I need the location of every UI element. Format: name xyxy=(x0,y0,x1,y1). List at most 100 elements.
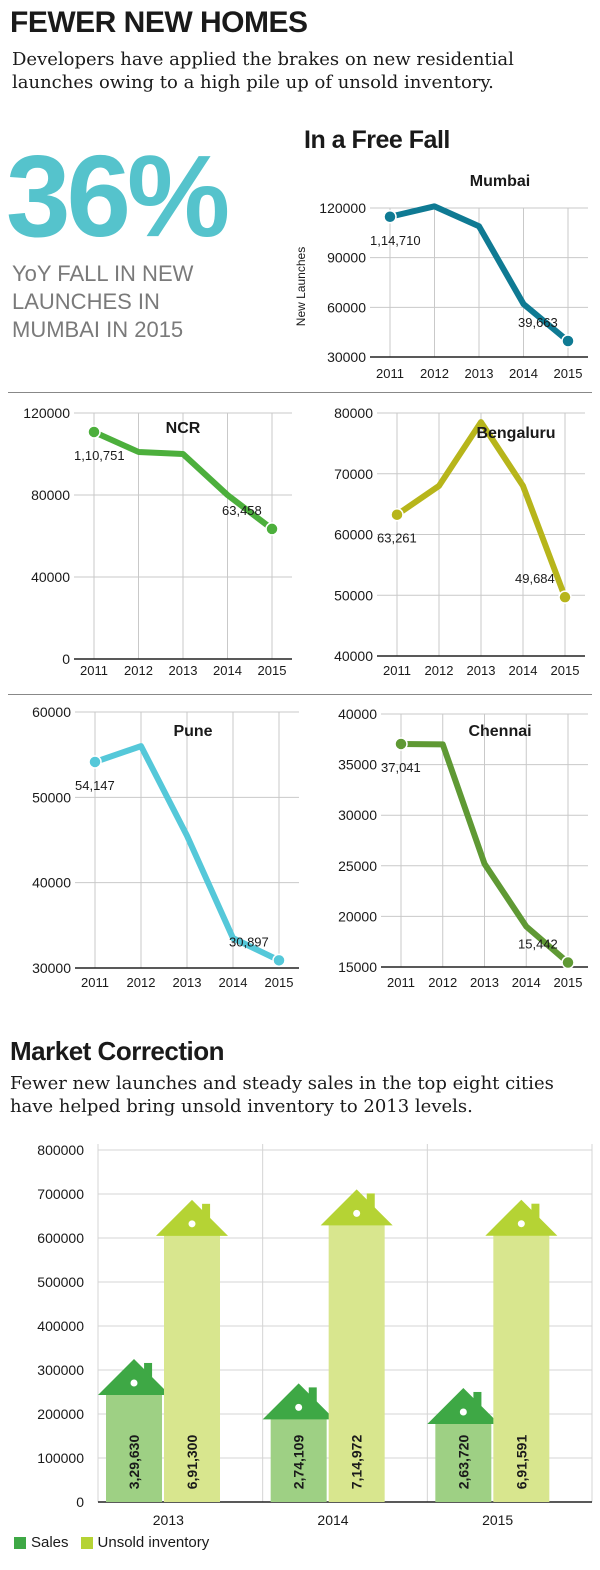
house-window-icon xyxy=(295,1403,303,1411)
y-tick-label: 40000 xyxy=(31,569,70,585)
house-chimney-icon xyxy=(473,1391,482,1410)
legend: Sales Unsold inventory xyxy=(14,1534,221,1551)
data-point-marker xyxy=(394,737,408,751)
house-window-icon xyxy=(188,1220,196,1228)
data-label: 63,261 xyxy=(377,531,417,546)
bar-value-label: 6,91,591 xyxy=(513,1435,529,1490)
house-roof-icon xyxy=(156,1199,228,1236)
headline-dek: Developers have applied the brakes on ne… xyxy=(12,49,514,93)
x-tick-label: 2013 xyxy=(465,366,494,381)
series-line-mumbai xyxy=(387,203,571,345)
data-label: 1,14,710 xyxy=(370,233,421,248)
house-chimney-icon xyxy=(531,1203,540,1222)
chart-title-bengaluru: Bengaluru xyxy=(476,425,555,442)
house-roof-icon xyxy=(320,1189,393,1226)
y-tick-label: 0 xyxy=(62,651,70,667)
y-tick-label: 35000 xyxy=(338,757,377,773)
x-tick-label: 2015 xyxy=(258,663,287,678)
chart-title-pune: Pune xyxy=(173,723,212,740)
legend-swatch-sales xyxy=(14,1536,26,1549)
legend-swatch-unsold xyxy=(80,1536,93,1549)
x-tick-label: 2013 xyxy=(169,663,198,678)
x-tick-label: 2012 xyxy=(428,975,457,990)
y-tick-label: 40000 xyxy=(334,648,373,664)
x-tick-label: 2013 xyxy=(467,663,496,678)
legend-item-unsold: Unsold inventory xyxy=(80,1534,210,1551)
highlight-caption: YoY FALL IN NEW LAUNCHES IN MUMBAI IN 20… xyxy=(12,261,194,342)
x-tick-label: 2011 xyxy=(383,663,411,678)
chart-title-chennai: Chennai xyxy=(468,723,531,740)
x-tick-label: 2014 xyxy=(509,366,538,381)
x-tick-label: 2011 xyxy=(80,663,108,678)
data-label: 39,663 xyxy=(518,315,558,330)
market-title: Market Correction xyxy=(10,1036,225,1066)
y-tick-label: 80000 xyxy=(31,487,70,503)
x-tick-label: 2012 xyxy=(127,975,156,990)
y-tick-label: 30000 xyxy=(327,349,366,365)
divider xyxy=(8,392,592,393)
x-tick-label: 2011 xyxy=(376,366,404,381)
bar-value-label: 7,14,972 xyxy=(349,1435,365,1490)
data-point-marker xyxy=(561,334,575,348)
bar-value-label: 2,74,109 xyxy=(291,1435,307,1490)
x-tick-label: 2013 xyxy=(153,1512,184,1528)
y-tick-label: 700000 xyxy=(37,1186,84,1202)
house-chimney-icon xyxy=(202,1203,211,1222)
x-tick-label: 2015 xyxy=(482,1512,513,1528)
y-tick-label: 60000 xyxy=(334,527,373,543)
bar-sales xyxy=(106,1392,162,1502)
house-chimney-icon xyxy=(144,1362,153,1381)
house-chimney-icon xyxy=(366,1193,375,1212)
x-tick-label: 2014 xyxy=(512,975,541,990)
series-line-ncr xyxy=(91,428,275,532)
x-tick-label: 2015 xyxy=(554,975,583,990)
y-tick-label: 90000 xyxy=(327,250,366,266)
series-line-chennai xyxy=(398,740,571,966)
legend-label-sales: Sales xyxy=(31,1534,69,1551)
x-tick-label: 2012 xyxy=(420,366,449,381)
chart-title-mumbai: Mumbai xyxy=(470,173,530,190)
data-label: 49,684 xyxy=(515,571,555,586)
data-point-marker xyxy=(88,755,102,769)
y-tick-label: 50000 xyxy=(32,789,71,805)
y-tick-label: 0 xyxy=(76,1494,84,1510)
house-window-icon xyxy=(130,1379,138,1387)
y-tick-label: 30000 xyxy=(338,807,377,823)
house-roof-icon xyxy=(98,1358,170,1395)
y-tick-label: 500000 xyxy=(37,1274,84,1290)
y-tick-label: 70000 xyxy=(334,466,373,482)
data-point-marker xyxy=(265,522,279,536)
x-tick-label: 2013 xyxy=(173,975,202,990)
y-tick-label: 20000 xyxy=(338,908,377,924)
y-tick-label: 200000 xyxy=(37,1406,84,1422)
y-tick-label: 40000 xyxy=(32,875,71,891)
free-fall-title: In a Free Fall xyxy=(304,126,450,154)
y-tick-label: 600000 xyxy=(37,1230,84,1246)
y-tick-label: 800000 xyxy=(37,1142,84,1158)
y-tick-label: 25000 xyxy=(338,858,377,874)
house-window-icon xyxy=(517,1220,525,1228)
bar-sales xyxy=(435,1421,492,1502)
data-point-marker xyxy=(558,590,572,604)
x-tick-label: 2015 xyxy=(265,975,294,990)
y-tick-label: 120000 xyxy=(319,200,366,216)
data-label: 63,458 xyxy=(222,503,262,518)
x-tick-label: 2011 xyxy=(81,975,109,990)
data-label: 54,147 xyxy=(75,778,115,793)
data-label: 30,897 xyxy=(229,934,269,949)
bar-sales xyxy=(270,1417,327,1502)
house-roof-icon xyxy=(427,1387,500,1424)
series-line-pune xyxy=(92,743,282,964)
x-tick-label: 2015 xyxy=(551,663,580,678)
house-roof-icon xyxy=(262,1383,335,1420)
bar-value-label: 2,63,720 xyxy=(455,1435,471,1490)
bar-unsold xyxy=(493,1233,550,1502)
y-tick-label: 100000 xyxy=(37,1450,84,1466)
y-tick-label: 40000 xyxy=(338,706,377,722)
y-axis-label: New Launches xyxy=(294,247,308,326)
y-tick-label: 60000 xyxy=(327,299,366,315)
x-tick-label: 2012 xyxy=(425,663,454,678)
legend-label-unsold: Unsold inventory xyxy=(97,1534,210,1551)
bar-value-label: 3,29,630 xyxy=(126,1435,142,1490)
